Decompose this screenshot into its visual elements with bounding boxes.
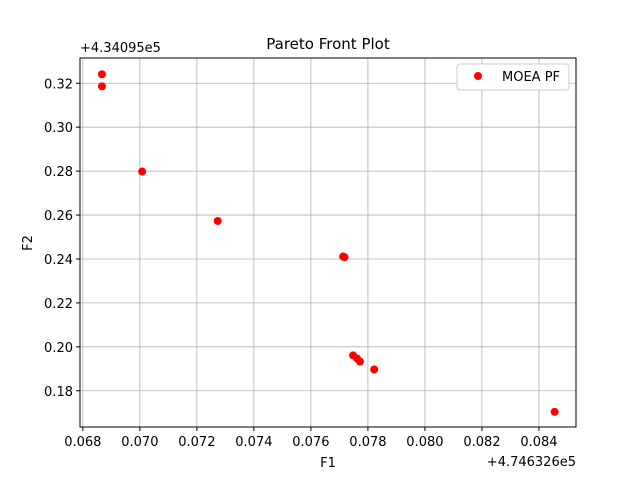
x-axis-label: F1 [320, 456, 336, 471]
data-point [340, 253, 349, 262]
y-tick-label: 0.26 [44, 209, 73, 224]
data-point [370, 365, 379, 374]
data-point [550, 407, 559, 416]
x-offset-label: +4.746326e5 [487, 455, 576, 470]
y-tick-label: 0.18 [44, 385, 73, 400]
legend-label: MOEA PF [502, 70, 560, 85]
x-tick-label: 0.080 [406, 435, 443, 450]
x-tick-label: 0.076 [292, 435, 329, 450]
x-tick-label: 0.072 [178, 435, 215, 450]
y-tick-label: 0.20 [44, 341, 73, 356]
y-tick-label: 0.28 [44, 165, 73, 180]
legend-box [456, 63, 570, 91]
y-tick-label: 0.24 [44, 253, 73, 268]
axis-ticks: 0.068 0.070 0.072 0.074 0.076 0.078 0.080 0.082… [44, 77, 558, 450]
scatter-points [97, 70, 559, 416]
x-tick-label: 0.068 [64, 435, 101, 450]
chart-title: Pareto Front Plot [266, 35, 390, 53]
x-tick-label: 0.074 [235, 435, 272, 450]
data-point [138, 167, 147, 176]
y-offset-label: +4.34095e5 [80, 41, 161, 56]
x-tick-label: 0.082 [463, 435, 500, 450]
data-point [355, 357, 364, 366]
y-tick-label: 0.30 [44, 121, 73, 136]
x-tick-label: 0.078 [349, 435, 386, 450]
x-tick-label: 0.084 [520, 435, 557, 450]
y-tick-label: 0.22 [44, 297, 73, 312]
legend-marker [474, 72, 482, 80]
y-axis-label: F2 [21, 235, 36, 251]
data-point [97, 82, 106, 91]
y-tick-label: 0.32 [44, 77, 73, 92]
grid [80, 58, 576, 427]
plot-frame [79, 57, 577, 428]
data-point [97, 70, 106, 79]
data-point [213, 216, 222, 225]
x-tick-label: 0.070 [121, 435, 158, 450]
legend: MOEA PF [456, 63, 570, 91]
